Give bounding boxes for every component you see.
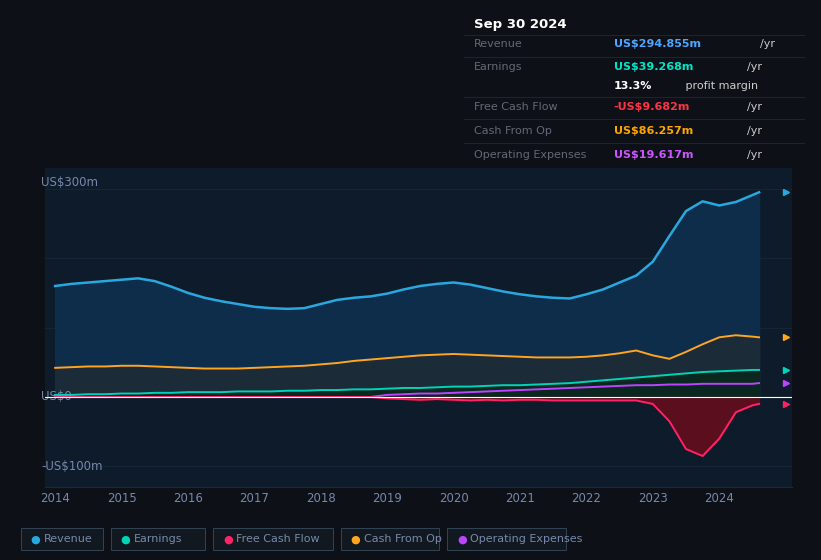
Text: /yr: /yr — [746, 126, 762, 136]
Text: ●: ● — [121, 534, 131, 544]
Text: Free Cash Flow: Free Cash Flow — [474, 102, 557, 113]
Text: Cash From Op: Cash From Op — [364, 534, 442, 544]
Text: ●: ● — [223, 534, 233, 544]
Text: 13.3%: 13.3% — [614, 81, 652, 91]
Text: -US$100m: -US$100m — [41, 460, 103, 473]
Text: Revenue: Revenue — [44, 534, 92, 544]
Text: Earnings: Earnings — [134, 534, 182, 544]
Text: Operating Expenses: Operating Expenses — [470, 534, 583, 544]
Text: US$39.268m: US$39.268m — [614, 62, 693, 72]
Text: /yr: /yr — [746, 62, 762, 72]
Text: Revenue: Revenue — [474, 39, 523, 49]
Text: Cash From Op: Cash From Op — [474, 126, 552, 136]
Text: /yr: /yr — [759, 39, 774, 49]
Text: ●: ● — [30, 534, 40, 544]
Text: Sep 30 2024: Sep 30 2024 — [474, 18, 566, 31]
Text: US$19.617m: US$19.617m — [614, 150, 693, 160]
Text: -US$9.682m: -US$9.682m — [614, 102, 690, 113]
Text: ●: ● — [351, 534, 360, 544]
Text: Free Cash Flow: Free Cash Flow — [236, 534, 320, 544]
Text: /yr: /yr — [746, 102, 762, 113]
Text: Earnings: Earnings — [474, 62, 523, 72]
Text: US$86.257m: US$86.257m — [614, 126, 693, 136]
Text: ●: ● — [457, 534, 467, 544]
Text: US$0: US$0 — [41, 390, 72, 404]
Text: /yr: /yr — [746, 150, 762, 160]
Text: US$294.855m: US$294.855m — [614, 39, 701, 49]
Text: profit margin: profit margin — [682, 81, 758, 91]
Text: Operating Expenses: Operating Expenses — [474, 150, 586, 160]
Text: US$300m: US$300m — [41, 176, 99, 189]
